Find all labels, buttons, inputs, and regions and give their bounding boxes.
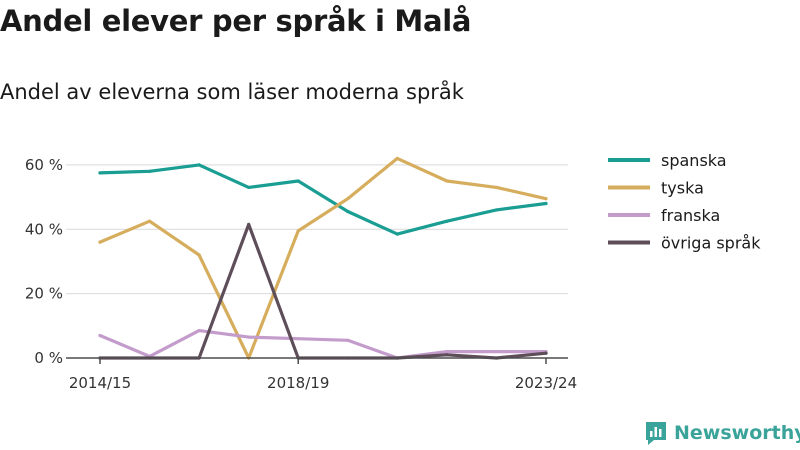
x-axis — [66, 357, 568, 364]
line-chart: 0 % 20 % 40 % 60 % 2014/15 2018/19 2023/24 sp… — [25, 151, 761, 392]
data-point — [247, 335, 251, 339]
data-point — [494, 185, 499, 190]
data-point — [544, 201, 548, 206]
chart-title: Andel elever per språk i Malå — [0, 4, 472, 38]
y-tick-label: 20 % — [25, 285, 63, 303]
series-line-0 — [98, 163, 548, 236]
data-point — [395, 156, 399, 161]
legend: spanska tyska franska övriga språk — [608, 151, 761, 253]
x-axis-labels: 2014/15 2018/19 2023/24 — [69, 374, 577, 392]
data-point — [147, 219, 152, 223]
data-point — [494, 349, 499, 354]
x-tick-label: 2023/24 — [515, 374, 577, 392]
data-point — [346, 338, 350, 342]
chart-subtitle: Andel av eleverna som läser moderna språ… — [0, 80, 464, 104]
data-point — [445, 349, 449, 354]
data-point — [98, 333, 102, 338]
data-point — [147, 169, 152, 173]
gridlines — [66, 164, 568, 295]
data-point — [197, 163, 201, 167]
data-point — [98, 240, 102, 244]
data-point — [247, 222, 251, 227]
y-tick-label: 40 % — [25, 220, 63, 238]
legend-label: spanska — [661, 151, 727, 170]
legend-label: tyska — [661, 179, 704, 198]
data-point — [296, 337, 300, 341]
data-point — [544, 351, 548, 355]
y-axis-labels: 0 % 20 % 40 % 60 % — [25, 156, 63, 367]
newsworthy-logo-icon — [646, 422, 666, 445]
data-point — [346, 209, 350, 214]
series-lines — [98, 156, 548, 360]
data-point — [296, 179, 300, 183]
data-point — [346, 197, 350, 201]
brand-name: Newsworthy — [674, 422, 800, 444]
data-point — [197, 253, 201, 257]
data-point — [445, 219, 449, 223]
data-point — [197, 329, 201, 333]
data-point — [445, 179, 449, 183]
x-tick-label: 2014/15 — [69, 374, 131, 392]
data-point — [247, 185, 251, 190]
data-point — [544, 197, 548, 201]
y-tick-label: 0 % — [34, 349, 63, 367]
data-point — [395, 232, 399, 236]
data-point — [296, 229, 300, 233]
y-tick-label: 60 % — [25, 156, 63, 174]
series-line-2 — [98, 329, 548, 360]
data-point — [445, 353, 449, 357]
data-point — [98, 171, 102, 175]
data-point — [494, 208, 499, 212]
x-tick-label: 2018/19 — [267, 374, 329, 392]
legend-label: franska — [661, 206, 720, 225]
legend-label: övriga språk — [661, 234, 761, 253]
series-line-1 — [98, 156, 548, 360]
newsworthy-logo[interactable]: Newsworthy — [644, 420, 800, 446]
